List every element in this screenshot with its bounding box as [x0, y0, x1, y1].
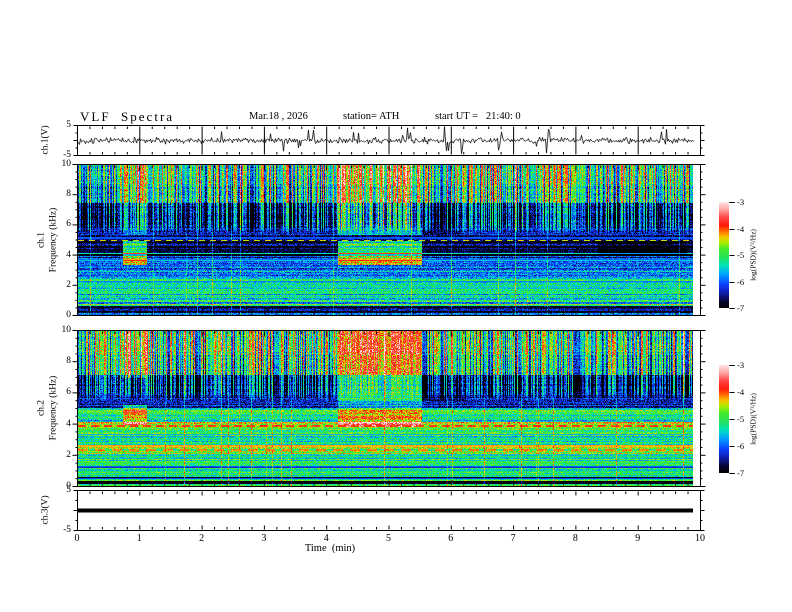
- colorbar-tick-label: -5: [737, 414, 745, 424]
- time-tick-label: 2: [199, 533, 205, 544]
- colorbar-tick-label: -3: [737, 197, 745, 207]
- volt-tick-label: -5: [63, 150, 71, 160]
- freq-tick-label: 8: [66, 189, 71, 200]
- time-tick-label: 7: [510, 533, 516, 544]
- freq-tick-label: 6: [66, 387, 71, 398]
- colorbar-tick-label: -6: [737, 441, 745, 451]
- colorbar-tick-label: -5: [737, 250, 745, 260]
- freq-tick-label: 4: [66, 418, 71, 429]
- freq-tick-label: 10: [61, 325, 72, 335]
- time-tick-label: 0: [74, 533, 80, 544]
- time-tick-label: 9: [635, 533, 641, 544]
- freq-tick-label: 4: [66, 249, 71, 260]
- time-tick-label: 3: [261, 533, 267, 544]
- colorbar-tick-label: -3: [737, 360, 745, 370]
- freq-tick-label: 0: [66, 481, 71, 491]
- time-tick-label: 6: [448, 533, 454, 544]
- freq-tick-label: 10: [61, 159, 72, 169]
- time-tick-label: 1: [136, 533, 142, 544]
- colorbar-tick-label: -4: [737, 387, 745, 397]
- time-tick-label: 10: [695, 533, 705, 544]
- time-tick-label: 5: [386, 533, 391, 544]
- colorbar-tick-label: -7: [737, 468, 745, 478]
- volt-tick-label: -5: [63, 525, 71, 535]
- volt-tick-label: 5: [66, 120, 71, 130]
- time-axis-title: Time (min): [304, 543, 356, 554]
- colorbar-tick-label: -7: [737, 303, 745, 313]
- time-tick-label: 4: [323, 533, 329, 544]
- volt-tick-label: 5: [66, 485, 71, 495]
- freq-tick-label: 0: [66, 310, 71, 320]
- colorbar-tick-label: -6: [737, 276, 745, 287]
- freq-tick-label: 2: [66, 449, 71, 460]
- freq-tick-label: 2: [66, 279, 71, 290]
- time-tick-label: 8: [572, 533, 578, 544]
- freq-tick-label: 8: [66, 356, 71, 367]
- colorbar-tick-label: -4: [737, 223, 745, 234]
- freq-tick-label: 6: [66, 219, 71, 230]
